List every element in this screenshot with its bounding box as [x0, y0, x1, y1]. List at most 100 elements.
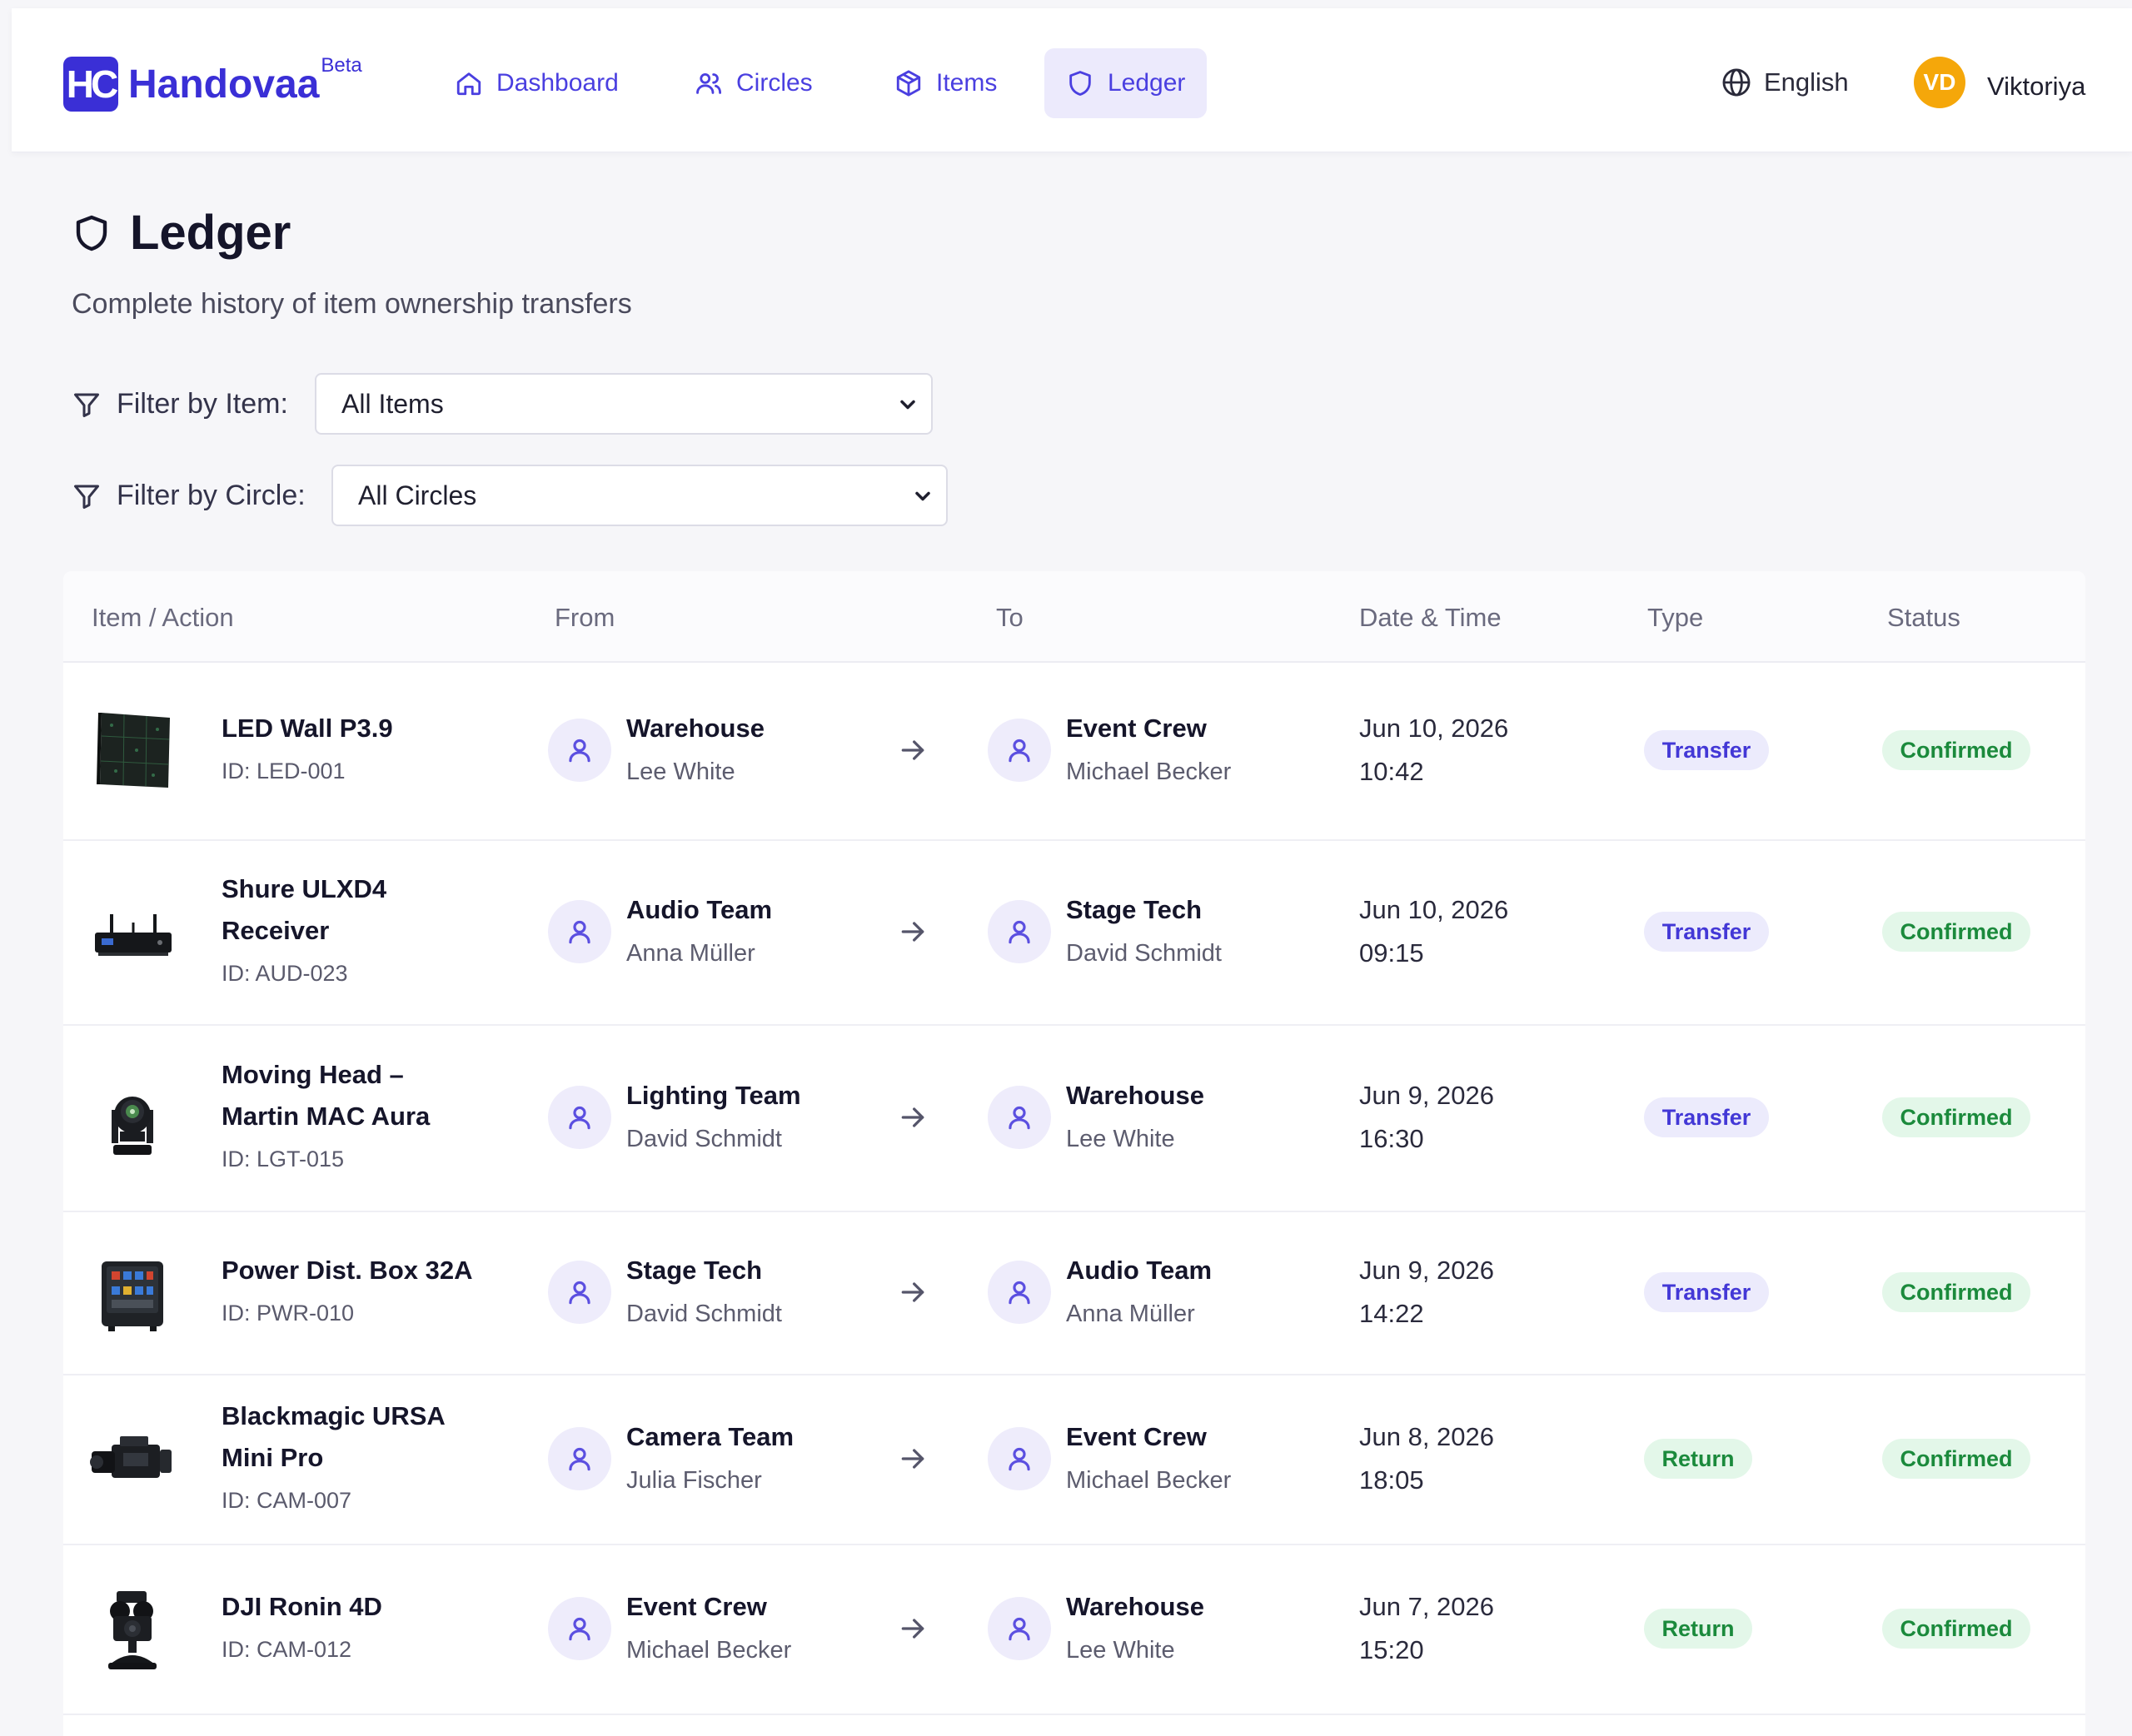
item-thumbnail: [87, 704, 178, 796]
user-icon: [569, 1106, 590, 1130]
type-badge: Transfer: [1644, 1097, 1769, 1137]
column-header-to: To: [996, 603, 1024, 632]
from-person: Julia Fischer: [626, 1467, 762, 1494]
time: 14:22: [1359, 1299, 1424, 1328]
to-name: Audio Team: [1066, 1256, 1213, 1285]
language-selector[interactable]: English: [1721, 67, 1849, 98]
status-badge: Confirmed: [1882, 912, 2030, 952]
item-cell[interactable]: Moving Head – Martin MAC Aura ID: LGT-015: [222, 1054, 496, 1181]
item-cell[interactable]: Blackmagic URSA Mini Pro ID: CAM-007: [222, 1395, 496, 1522]
table-row[interactable]: DJI Ronin 4D ID: CAM-012 Event Crew Mich…: [63, 1544, 2085, 1715]
item-name: Receiver: [222, 916, 330, 945]
time: 10:42: [1359, 757, 1424, 786]
to-party: Event Crew Michael Becker: [1066, 707, 1231, 793]
from-person: Michael Becker: [626, 1637, 792, 1664]
arrow-right-icon: [901, 1449, 924, 1469]
user-icon: [569, 1447, 590, 1471]
filter-item-value: All Items: [341, 388, 444, 419]
from-party: Stage Tech David Schmidt: [626, 1249, 782, 1336]
time: 15:20: [1359, 1635, 1424, 1664]
date: Jun 9, 2026: [1359, 1256, 1495, 1285]
globe-icon: [1722, 68, 1751, 97]
from-party: Lighting Team David Schmidt: [626, 1074, 801, 1161]
date-time: Jun 7, 2026 15:20: [1359, 1585, 1494, 1672]
user-icon: [1009, 739, 1030, 763]
status-badge: Confirmed: [1882, 730, 2030, 770]
to-person: Lee White: [1066, 1126, 1175, 1152]
table-row[interactable]: Power Dist. Box 32A ID: PWR-010 Stage Te…: [63, 1211, 2085, 1375]
item-name: Mini Pro: [222, 1443, 324, 1472]
user-icon: [569, 1281, 590, 1305]
date-time: Jun 8, 2026 18:05: [1359, 1415, 1494, 1502]
from-avatar: [548, 1086, 611, 1149]
date-time: Jun 10, 2026 09:15: [1359, 888, 1508, 975]
column-header-status: Status: [1887, 603, 1960, 632]
arrow-right-icon: [901, 922, 924, 942]
column-header-type: Type: [1647, 603, 1704, 632]
item-thumbnail: [87, 1072, 178, 1163]
ledger-table: Item / Action From To Date & Time Type S…: [63, 571, 2085, 1736]
to-person: Michael Becker: [1066, 759, 1232, 785]
from-person: David Schmidt: [626, 1126, 782, 1152]
item-thumbnail: [87, 886, 178, 977]
to-name: Warehouse: [1066, 1081, 1204, 1110]
type-badge: Return: [1644, 1609, 1752, 1649]
item-id: ID: AUD-023: [222, 961, 348, 986]
item-cell[interactable]: Shure ULXD4 Receiver ID: AUD-023: [222, 868, 496, 995]
filter-circle-label-group: Filter by Circle:: [72, 480, 306, 512]
nav-circles[interactable]: Circles: [673, 48, 834, 118]
page-subtitle: Complete history of item ownership trans…: [72, 288, 632, 320]
top-navigation-bar: HC Handovaa Beta Dashboard Circles Items…: [12, 8, 2132, 152]
column-header-item: Item / Action: [92, 603, 234, 632]
nav-ledger[interactable]: Ledger: [1044, 48, 1208, 118]
user-avatar[interactable]: VD: [1914, 57, 1965, 108]
item-name: Shure ULXD4: [222, 874, 387, 903]
to-party: Event Crew Michael Becker: [1066, 1415, 1231, 1502]
table-row[interactable]: Shure ULXD4 Receiver ID: AUD-023 Audio Te…: [63, 839, 2085, 1026]
nav-dashboard[interactable]: Dashboard: [433, 48, 640, 118]
user-icon: [569, 1617, 590, 1641]
item-thumbnail: [87, 1246, 178, 1338]
item-thumbnail: [87, 1413, 178, 1505]
from-person: Lee White: [626, 759, 735, 785]
status-badge: Confirmed: [1882, 1097, 2030, 1137]
to-party: Audio Team Anna Müller: [1066, 1249, 1212, 1336]
arrow-right-icon: [901, 1619, 924, 1639]
item-id: ID: CAM-012: [222, 1637, 352, 1662]
time: 09:15: [1359, 938, 1424, 967]
nav-circles-label: Circles: [736, 69, 813, 97]
date: Jun 10, 2026: [1359, 714, 1509, 743]
table-row[interactable]: Moving Head – Martin MAC Aura ID: LGT-015…: [63, 1024, 2085, 1212]
to-party: Warehouse Lee White: [1066, 1074, 1204, 1161]
from-name: Stage Tech: [626, 1256, 763, 1285]
from-name: Event Crew: [626, 1592, 767, 1621]
item-cell[interactable]: Power Dist. Box 32A ID: PWR-010: [222, 1250, 496, 1335]
user-icon: [569, 739, 590, 763]
type-badge: Transfer: [1644, 912, 1769, 952]
item-id: ID: LED-001: [222, 759, 346, 783]
item-name: DJI Ronin 4D: [222, 1592, 382, 1621]
table-row[interactable]: Blackmagic URSA Mini Pro ID: CAM-007 Came…: [63, 1374, 2085, 1545]
date-time: Jun 9, 2026 14:22: [1359, 1249, 1494, 1336]
item-cell[interactable]: DJI Ronin 4D ID: CAM-012: [222, 1586, 496, 1671]
from-person: Anna Müller: [626, 940, 755, 967]
date-time: Jun 10, 2026 10:42: [1359, 707, 1508, 793]
brand-logo[interactable]: HC Handovaa Beta: [63, 54, 362, 112]
filter-item-select[interactable]: All Items: [315, 373, 933, 435]
to-avatar: [988, 1597, 1051, 1660]
table-row[interactable]: LED Wall P3.9 ID: LED-001 Warehouse Lee …: [63, 661, 2085, 841]
from-party: Camera Team Julia Fischer: [626, 1415, 794, 1502]
to-party: Warehouse Lee White: [1066, 1585, 1204, 1672]
filter-icon: [74, 485, 99, 509]
item-cell[interactable]: LED Wall P3.9 ID: LED-001: [222, 708, 496, 793]
date-time: Jun 9, 2026 16:30: [1359, 1074, 1494, 1161]
from-person: David Schmidt: [626, 1301, 782, 1327]
from-party: Event Crew Michael Becker: [626, 1585, 791, 1672]
filter-circle-select[interactable]: All Circles: [331, 465, 948, 526]
language-label: English: [1764, 67, 1849, 97]
user-name[interactable]: Viktoriya: [1987, 72, 2086, 101]
nav-items[interactable]: Items: [873, 48, 1019, 118]
column-header-date: Date & Time: [1359, 603, 1502, 632]
shield-icon: [1069, 71, 1091, 96]
user-icon: [1009, 1617, 1030, 1641]
